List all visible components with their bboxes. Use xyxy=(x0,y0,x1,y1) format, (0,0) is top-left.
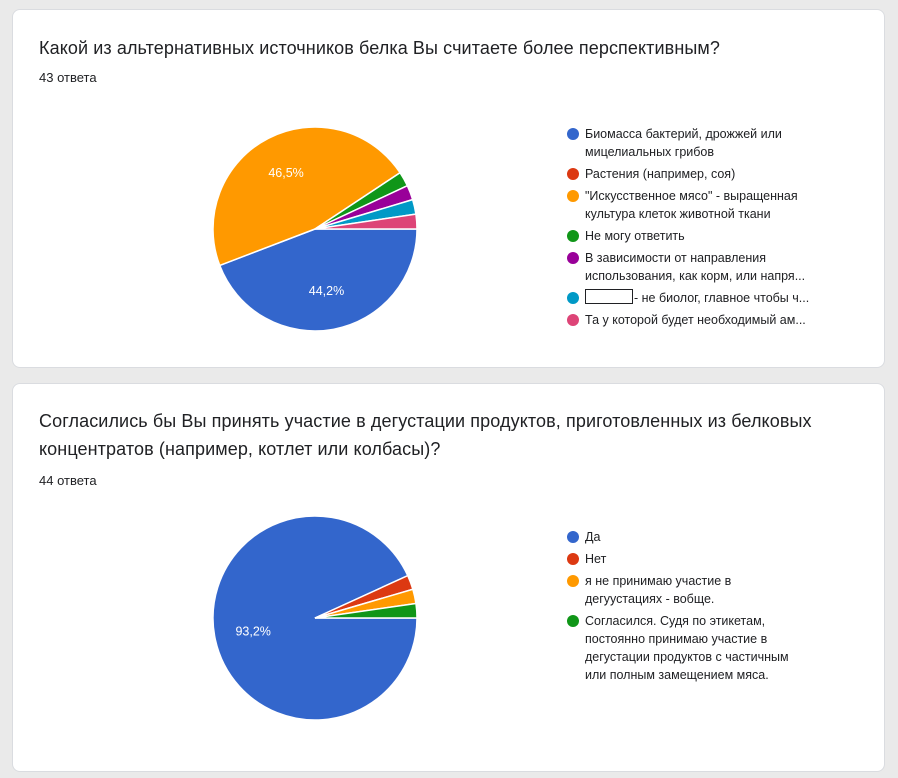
legend-color-dot xyxy=(567,575,579,587)
legend-color-dot xyxy=(567,531,579,543)
response-count: 43 ответа xyxy=(39,70,97,85)
legend-label: дегустации продуктов с частичным xyxy=(585,650,789,664)
pie-slice xyxy=(314,602,418,619)
legend-item: Не могу ответить xyxy=(567,227,855,245)
legend-item: Да xyxy=(567,528,855,546)
legend-item: Та у которой будет необходимый ам... xyxy=(567,311,855,329)
legend-label: Да xyxy=(585,530,601,544)
chart-legend: Биомасса бактерий, дрожжей или мицелиальн… xyxy=(567,125,855,333)
legend-label: постоянно принимаю участие в xyxy=(585,632,768,646)
legend-color-dot xyxy=(567,168,579,180)
legend-label: "Искусственное мясо" - выращенная xyxy=(585,189,798,203)
legend-label: я не принимаю участие в xyxy=(585,574,732,588)
slice-data-label: 46,5% xyxy=(268,166,303,180)
legend-label: использования, как корм, или напря... xyxy=(585,269,806,283)
legend-label: Не могу ответить xyxy=(585,229,685,243)
question-title: Какой из альтернативных источников белка… xyxy=(39,38,721,58)
legend-label: дегуустациях - вобще. xyxy=(585,592,715,606)
legend-label: Растения (например, соя) xyxy=(585,167,736,181)
legend-item: "Искусственное мясо" - выращенная культур… xyxy=(567,187,855,223)
legend-label: культура клеток животной ткани xyxy=(585,207,771,221)
legend-label: Биомасса бактерий, дрожжей или xyxy=(585,127,782,141)
question-title: Согласились бы Вы принять участие в дегу… xyxy=(39,411,812,459)
legend-item: В зависимости от направления использовани… xyxy=(567,249,855,285)
legend-color-dot xyxy=(567,128,579,140)
question-card-2: Согласились бы Вы принять участие в дегу… xyxy=(12,383,885,772)
pie-slice xyxy=(212,126,402,267)
legend-item: - не биолог, главное чтобы ч... xyxy=(567,289,855,307)
legend-item: Согласился. Судя по этикетам, постоянно п… xyxy=(567,612,855,684)
legend-label: Нет xyxy=(585,552,607,566)
legend-label: или полным замещением мяса. xyxy=(585,668,769,682)
legend-color-dot xyxy=(567,553,579,565)
pie-chart: 44,2% 46,5% xyxy=(212,126,418,332)
legend-item: я не принимаю участие в дегуустациях - во… xyxy=(567,572,855,608)
legend-item: Нет xyxy=(567,550,855,568)
legend-label: - не биолог, главное чтобы ч... xyxy=(634,291,810,305)
slice-data-label: 44,2% xyxy=(309,284,344,298)
legend-color-dot xyxy=(567,292,579,304)
legend-item: Биомасса бактерий, дрожжей или мицелиальн… xyxy=(567,125,855,161)
pie-chart: 93,2% xyxy=(212,515,418,721)
slice-data-label: 93,2% xyxy=(235,624,270,638)
legend-color-dot xyxy=(567,190,579,202)
legend-label: мицелиальных грибов xyxy=(585,145,715,159)
legend-color-dot xyxy=(567,252,579,264)
redaction-box xyxy=(585,289,633,304)
pie-slice xyxy=(218,228,418,332)
question-card-1: Какой из альтернативных источников белка… xyxy=(12,9,885,368)
response-count: 44 ответа xyxy=(39,473,97,488)
legend-label: Та у которой будет необходимый ам... xyxy=(585,313,806,327)
pie-slice xyxy=(314,213,418,230)
legend-color-dot xyxy=(567,314,579,326)
chart-legend: Да Нет я не принимаю участие в дегуустациях… xyxy=(567,528,855,688)
legend-label: В зависимости от направления xyxy=(585,251,766,265)
legend-color-dot xyxy=(567,615,579,627)
legend-color-dot xyxy=(567,230,579,242)
legend-label: Согласился. Судя по этикетам, xyxy=(585,614,766,628)
legend-item: Растения (например, соя) xyxy=(567,165,855,183)
